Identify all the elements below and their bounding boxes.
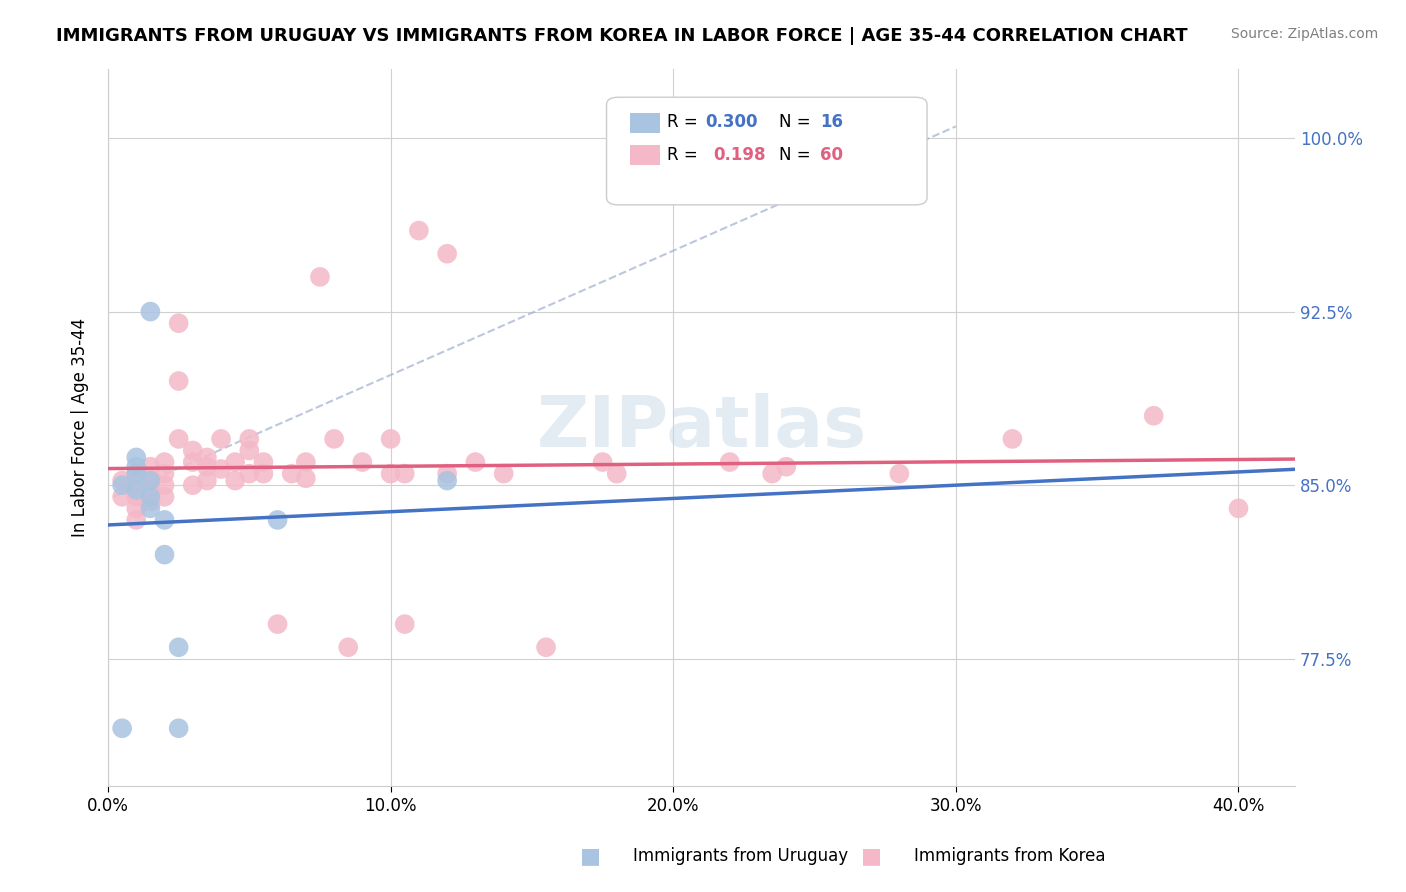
Text: Immigrants from Uruguay: Immigrants from Uruguay bbox=[633, 847, 848, 865]
Point bbox=[195, 474, 218, 488]
Point bbox=[761, 467, 783, 481]
Point bbox=[139, 483, 162, 497]
Point bbox=[125, 478, 148, 492]
Point bbox=[337, 640, 360, 655]
Point bbox=[125, 459, 148, 474]
Text: 0.300: 0.300 bbox=[704, 112, 758, 130]
Bar bbox=[630, 113, 659, 133]
Point bbox=[111, 478, 134, 492]
Text: ZIPatlas: ZIPatlas bbox=[537, 392, 866, 462]
Point bbox=[125, 450, 148, 465]
Text: R =: R = bbox=[666, 145, 709, 163]
Point bbox=[266, 513, 288, 527]
Point bbox=[153, 478, 176, 492]
Point bbox=[224, 455, 246, 469]
Point bbox=[139, 501, 162, 516]
Text: N =: N = bbox=[779, 112, 815, 130]
Point bbox=[238, 443, 260, 458]
Point bbox=[167, 721, 190, 735]
Point bbox=[394, 467, 416, 481]
Point bbox=[181, 455, 204, 469]
Text: R =: R = bbox=[666, 112, 703, 130]
Y-axis label: In Labor Force | Age 35-44: In Labor Force | Age 35-44 bbox=[72, 318, 89, 537]
Point bbox=[1001, 432, 1024, 446]
Point bbox=[718, 455, 741, 469]
Point bbox=[139, 459, 162, 474]
Point bbox=[380, 432, 402, 446]
Point bbox=[125, 467, 148, 481]
Point bbox=[139, 494, 162, 508]
Point bbox=[167, 432, 190, 446]
Bar bbox=[630, 145, 659, 165]
Point bbox=[889, 467, 911, 481]
Point bbox=[352, 455, 374, 469]
Point bbox=[167, 316, 190, 330]
Point bbox=[224, 474, 246, 488]
Point bbox=[111, 490, 134, 504]
Text: N =: N = bbox=[779, 145, 815, 163]
Point bbox=[436, 467, 458, 481]
Point bbox=[280, 467, 302, 481]
Point bbox=[167, 374, 190, 388]
Point bbox=[125, 490, 148, 504]
Text: IMMIGRANTS FROM URUGUAY VS IMMIGRANTS FROM KOREA IN LABOR FORCE | AGE 35-44 CORR: IMMIGRANTS FROM URUGUAY VS IMMIGRANTS FR… bbox=[56, 27, 1188, 45]
Point bbox=[492, 467, 515, 481]
Point bbox=[125, 513, 148, 527]
Point bbox=[252, 467, 274, 481]
Point bbox=[209, 432, 232, 446]
Point bbox=[436, 474, 458, 488]
Point bbox=[323, 432, 346, 446]
Point bbox=[167, 640, 190, 655]
Point bbox=[139, 474, 162, 488]
Point bbox=[195, 459, 218, 474]
Text: 16: 16 bbox=[820, 112, 844, 130]
Point bbox=[153, 455, 176, 469]
Point bbox=[1143, 409, 1166, 423]
Point bbox=[209, 462, 232, 476]
Point bbox=[125, 483, 148, 497]
Point bbox=[266, 617, 288, 632]
Point bbox=[125, 501, 148, 516]
Text: ■: ■ bbox=[862, 847, 882, 866]
Point bbox=[238, 432, 260, 446]
Point bbox=[195, 450, 218, 465]
Text: 0.198: 0.198 bbox=[713, 145, 766, 163]
Point bbox=[139, 304, 162, 318]
Point bbox=[309, 269, 332, 284]
Point bbox=[464, 455, 486, 469]
Point bbox=[606, 467, 628, 481]
Point bbox=[436, 246, 458, 260]
Text: Source: ZipAtlas.com: Source: ZipAtlas.com bbox=[1230, 27, 1378, 41]
Text: ■: ■ bbox=[581, 847, 600, 866]
Point bbox=[153, 548, 176, 562]
Point bbox=[181, 478, 204, 492]
Point bbox=[394, 617, 416, 632]
Point bbox=[139, 471, 162, 485]
FancyBboxPatch shape bbox=[606, 97, 927, 205]
Point bbox=[534, 640, 557, 655]
Point bbox=[238, 467, 260, 481]
Point bbox=[153, 490, 176, 504]
Text: Immigrants from Korea: Immigrants from Korea bbox=[914, 847, 1105, 865]
Point bbox=[295, 471, 318, 485]
Point bbox=[111, 721, 134, 735]
Point bbox=[380, 467, 402, 481]
Point bbox=[408, 223, 430, 237]
Point bbox=[125, 467, 148, 481]
Point bbox=[1227, 501, 1250, 516]
Point bbox=[139, 490, 162, 504]
Point bbox=[153, 467, 176, 481]
Point bbox=[592, 455, 614, 469]
Point bbox=[252, 455, 274, 469]
Point bbox=[181, 443, 204, 458]
Point bbox=[295, 455, 318, 469]
Point bbox=[775, 459, 797, 474]
Point bbox=[153, 513, 176, 527]
Point bbox=[111, 474, 134, 488]
Text: 60: 60 bbox=[820, 145, 844, 163]
